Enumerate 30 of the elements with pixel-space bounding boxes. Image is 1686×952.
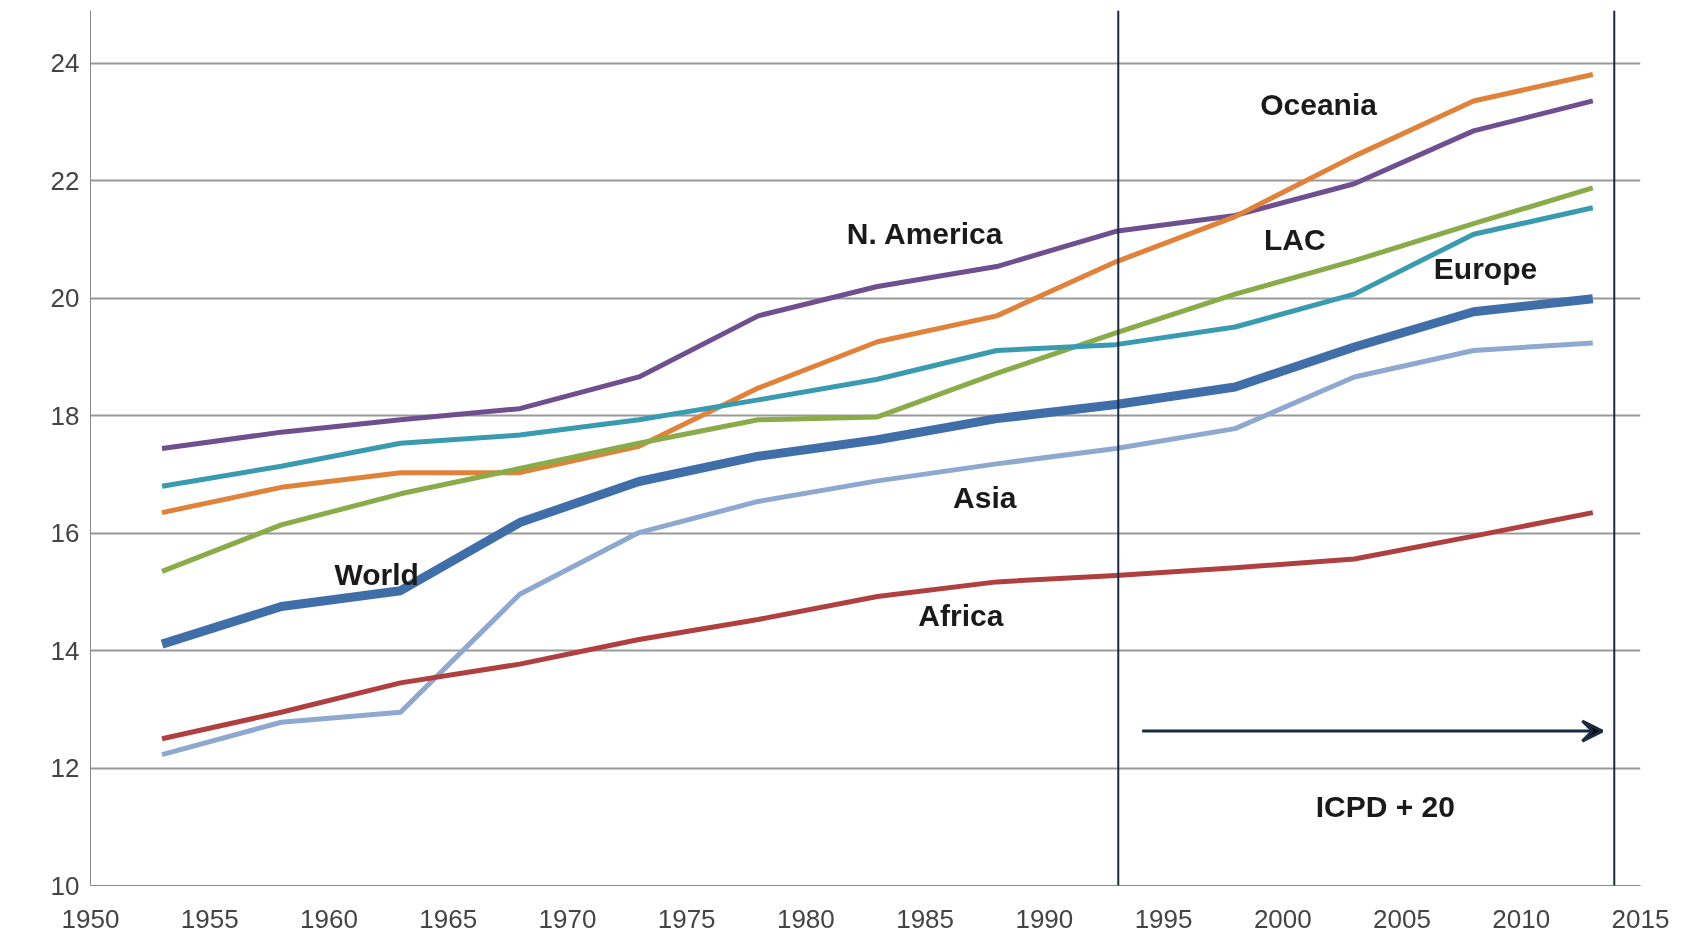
y-tick-label: 20 (50, 283, 80, 314)
x-tick-label: 1965 (419, 903, 478, 934)
series-label: World (334, 557, 419, 591)
y-tick-label: 16 (50, 518, 80, 549)
x-tick-label: 1995 (1134, 903, 1193, 934)
x-tick-label: 1955 (180, 903, 239, 934)
series-label: Europe (1433, 252, 1538, 286)
y-tick-label: 10 (50, 870, 80, 901)
y-tick-label: 18 (50, 400, 80, 431)
x-tick-label: 2015 (1611, 903, 1670, 934)
series-label: Oceania (1260, 87, 1378, 121)
x-tick-label: 2010 (1492, 903, 1551, 934)
x-tick-label: 1980 (776, 903, 835, 934)
y-tick-label: 12 (50, 753, 80, 784)
series-label: LAC (1263, 223, 1326, 257)
x-tick-label: 1985 (896, 903, 955, 934)
series-label: N. America (846, 217, 1003, 251)
x-tick-label: 1960 (300, 903, 358, 934)
x-tick-label: 1975 (657, 903, 716, 934)
y-tick-label: 24 (50, 48, 80, 79)
x-tick-label: 1990 (1015, 903, 1074, 934)
annotation: ICPD + 20 (1315, 789, 1455, 823)
x-tick-label: 2000 (1253, 903, 1312, 934)
x-tick-label: 1970 (538, 903, 597, 934)
series-label: Africa (918, 598, 1004, 632)
y-tick-label: 14 (50, 635, 80, 666)
x-tick-label: 1950 (61, 903, 120, 934)
series-label: Asia (953, 481, 1017, 515)
x-tick-label: 2005 (1373, 903, 1431, 934)
y-tick-label: 22 (50, 165, 80, 196)
